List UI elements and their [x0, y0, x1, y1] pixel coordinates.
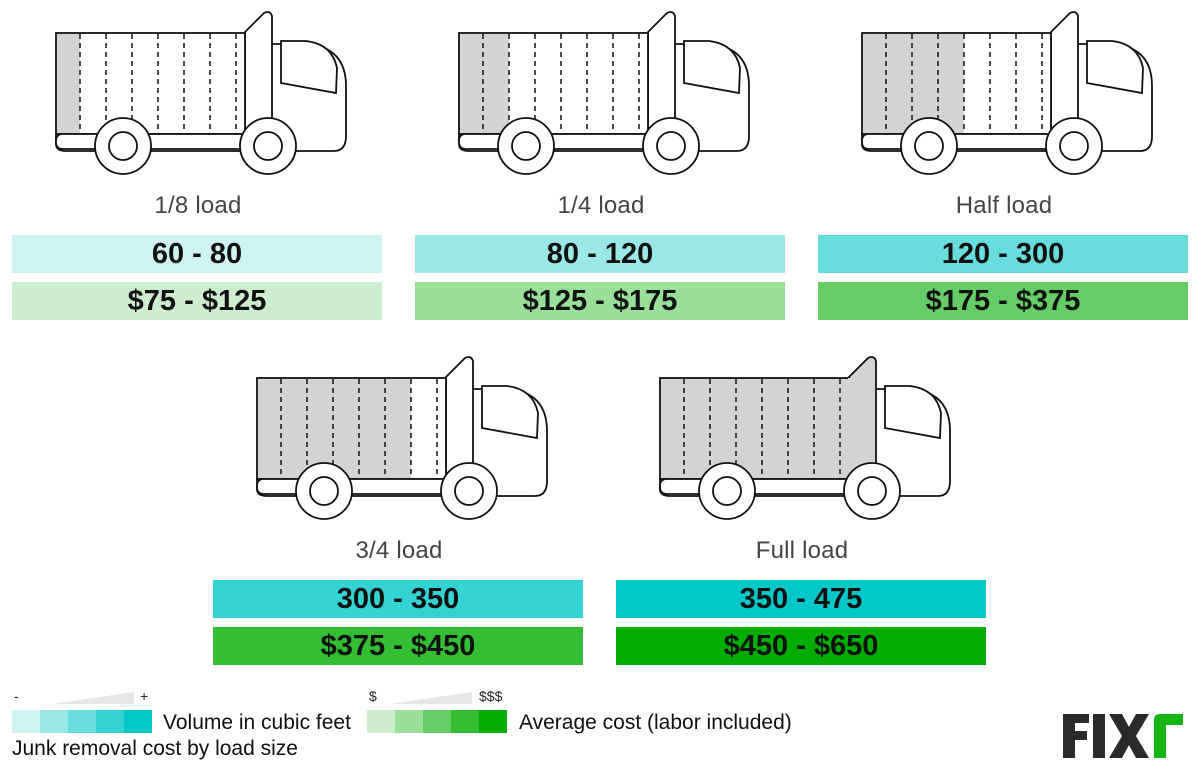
- truck-icon: [55, 11, 347, 175]
- volume-bar: 350 - 475: [616, 580, 986, 618]
- truck-icon: [458, 11, 750, 175]
- legend-ramp: [52, 692, 134, 704]
- cost-bar: $450 - $650: [616, 627, 986, 665]
- legend-min-label: -: [14, 688, 19, 704]
- truck-icon: [659, 356, 951, 520]
- load-label: 3/4 load: [355, 537, 443, 564]
- chart-title: Junk removal cost by load size: [12, 737, 298, 760]
- volume-bar: 80 - 120: [415, 235, 785, 273]
- cost-bar: $75 - $125: [12, 282, 382, 320]
- legend-max-label: $$$: [479, 688, 503, 704]
- load-label: Half load: [955, 192, 1053, 219]
- legend-ramp: [390, 692, 472, 704]
- legend-max-label: +: [140, 688, 149, 704]
- truck-icon: [256, 356, 548, 520]
- legend-caption: Average cost (labor included): [519, 711, 792, 734]
- volume-bar: 300 - 350: [213, 580, 583, 618]
- volume-bar: 120 - 300: [818, 235, 1188, 273]
- legend-caption: Volume in cubic feet: [163, 711, 351, 734]
- volume-swatches: [12, 710, 152, 733]
- cost-bar: $125 - $175: [415, 282, 785, 320]
- legend-min-label: $: [369, 688, 377, 704]
- cost-bar: $375 - $450: [213, 627, 583, 665]
- cost-bar: $175 - $375: [818, 282, 1188, 320]
- fixr-logo: [1063, 714, 1183, 758]
- load-label: 1/4 load: [557, 192, 645, 219]
- load-label: 1/8 load: [154, 192, 242, 219]
- cost-swatches: [367, 710, 507, 733]
- volume-bar: 60 - 80: [12, 235, 382, 273]
- truck-icon: [861, 11, 1153, 175]
- load-label: Full load: [755, 537, 849, 564]
